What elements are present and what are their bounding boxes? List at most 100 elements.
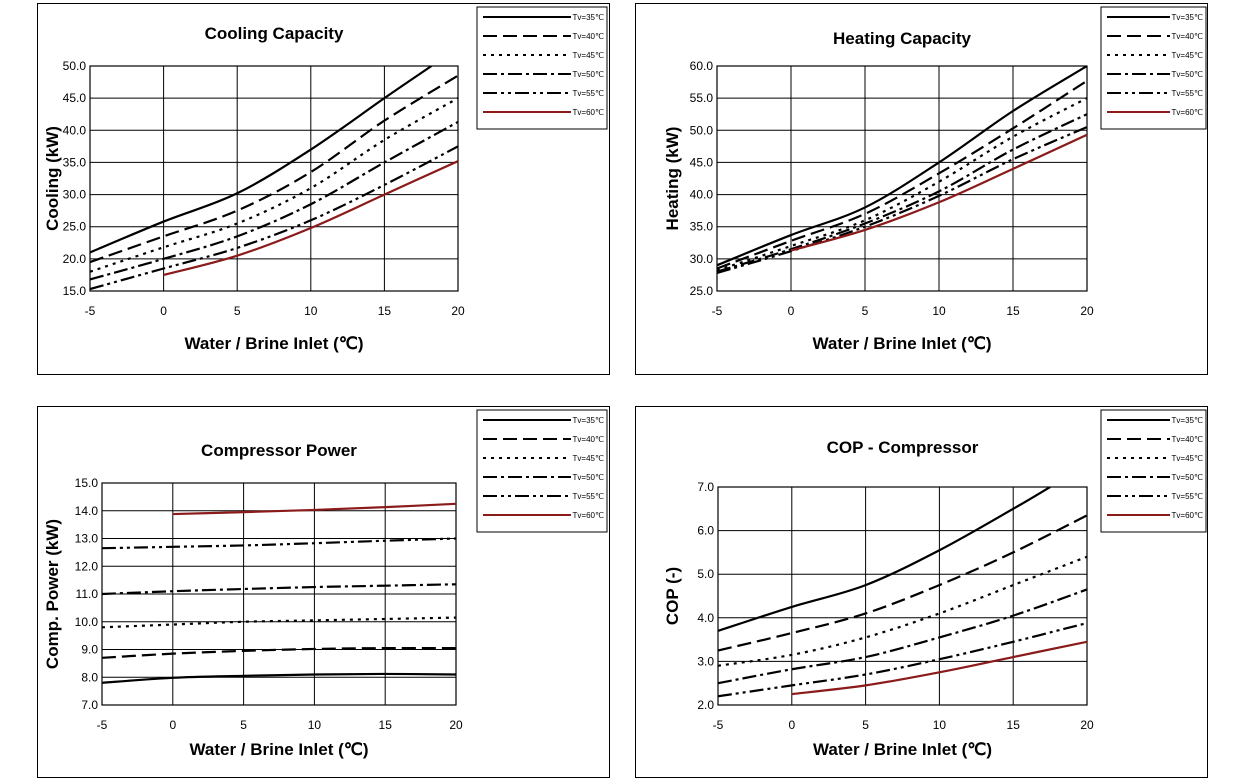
y-tick-label: 25.0 (690, 284, 714, 298)
series-line-0 (102, 672, 456, 684)
x-tick-label: 5 (240, 718, 247, 732)
y-axis-label: Heating (kW) (663, 127, 682, 231)
y-tick-label: 12.0 (75, 559, 99, 573)
series-line-3 (102, 583, 456, 596)
series-group (718, 487, 1087, 698)
series-group (717, 66, 1087, 275)
plot-frame (717, 486, 1088, 706)
series-line-4 (90, 145, 458, 291)
x-tick-label: 20 (449, 718, 463, 732)
legend-label: Tv=40℃ (1172, 435, 1203, 444)
series-line-5 (172, 502, 456, 516)
y-tick-label: 6.0 (697, 524, 714, 538)
x-tick-label: -5 (97, 718, 108, 732)
legend-label: Tv=60℃ (1172, 511, 1203, 520)
x-axis-label: Water / Brine Inlet (℃) (812, 334, 991, 353)
y-tick-label: 30.0 (63, 188, 87, 202)
gridlines (89, 65, 459, 292)
x-tick-label: 0 (788, 718, 795, 732)
series-line-1 (90, 74, 458, 264)
series-line-2 (717, 97, 1087, 272)
y-tick-label: 60.0 (690, 59, 714, 73)
x-tick-label: 15 (378, 304, 392, 318)
legend-label: Tv=40℃ (573, 435, 604, 444)
legend-label: Tv=35℃ (573, 13, 604, 22)
series-line-2 (102, 616, 456, 629)
y-tick-label: 45.0 (690, 155, 714, 169)
series-line-1 (102, 646, 456, 659)
legend-label: Tv=40℃ (573, 32, 604, 41)
y-tick-label: 10.0 (75, 615, 99, 629)
x-tick-label: 20 (451, 304, 465, 318)
legend-box (476, 6, 608, 130)
legend-label: Tv=35℃ (1172, 13, 1203, 22)
y-axis-label: Comp. Power (kW) (43, 519, 62, 669)
y-tick-label: 45.0 (63, 91, 87, 105)
y-axis-label: Cooling (kW) (43, 126, 62, 231)
legend-label: Tv=55℃ (573, 89, 604, 98)
legend-label: Tv=45℃ (1172, 454, 1203, 463)
series-line-4 (718, 621, 1087, 698)
chart-panel-heating: Heating Capacity -5 0 5 10 15 20 25.0 30.0 35.0 40… (635, 3, 1208, 375)
chart-panel-compressor-power: Compressor Power -5 0 5 10 15 20 7.0 8.0 9.0 10.0 1… (37, 406, 610, 778)
series-line-0 (717, 66, 1087, 267)
series-line-1 (717, 79, 1087, 270)
series-group (102, 502, 456, 684)
chart-svg: Heating Capacity -5 0 5 10 15 20 25.0 30.0 35.0 40… (663, 6, 1207, 353)
y-tick-label: 35.0 (690, 220, 714, 234)
gridlines (101, 482, 457, 706)
series-line-3 (90, 120, 458, 281)
series-line-4 (102, 537, 456, 550)
series-line-3 (717, 113, 1087, 273)
legend: Tv=35℃ Tv=40℃ Tv=45℃ Tv=50℃ Tv=55℃ Tv=60℃ (1100, 6, 1207, 130)
legend-label: Tv=50℃ (573, 70, 604, 79)
legend-label: Tv=55℃ (1172, 492, 1203, 501)
x-tick-label: -5 (712, 304, 723, 318)
y-tick-label: 15.0 (63, 284, 87, 298)
x-axis-label: Water / Brine Inlet (℃) (189, 740, 368, 759)
y-tick-label: 13.0 (75, 532, 99, 546)
y-tick-label: 50.0 (690, 123, 714, 137)
legend-label: Tv=60℃ (573, 511, 604, 520)
legend-label: Tv=50℃ (1172, 473, 1203, 482)
series-line-1 (718, 514, 1087, 652)
y-tick-label: 40.0 (63, 123, 87, 137)
chart-title: Cooling Capacity (205, 24, 344, 43)
series-line-0 (90, 66, 433, 254)
y-tick-label: 5.0 (697, 567, 714, 581)
legend: Tv=35℃ Tv=40℃ Tv=45℃ Tv=50℃ Tv=55℃ Tv=60℃ (476, 6, 608, 130)
y-tick-label: 25.0 (63, 220, 87, 234)
y-tick-label: 11.0 (76, 587, 99, 601)
chart-panel-cooling: Cooling Capacity -5 0 5 10 15 20 15.0 20.0 25.0 30… (37, 3, 610, 375)
series-line-5 (163, 160, 458, 276)
y-tick-label: 20.0 (63, 252, 87, 266)
legend-box (476, 409, 608, 533)
y-axis-label: COP (-) (663, 567, 682, 625)
x-tick-label: 15 (1007, 718, 1021, 732)
x-tick-label: 10 (304, 304, 318, 318)
y-tick-label: 30.0 (690, 252, 714, 266)
x-axis-label: Water / Brine Inlet (℃) (184, 334, 363, 353)
y-tick-label: 4.0 (697, 611, 714, 625)
chart-title: Heating Capacity (833, 29, 971, 48)
legend-label: Tv=50℃ (573, 473, 604, 482)
x-tick-label: 10 (933, 718, 947, 732)
x-tick-label: 5 (234, 304, 241, 318)
x-axis-label: Water / Brine Inlet (℃) (813, 740, 992, 759)
x-tick-label: 0 (788, 304, 795, 318)
legend-label: Tv=55℃ (1172, 89, 1203, 98)
legend-label: Tv=60℃ (1172, 108, 1203, 117)
legend-label: Tv=45℃ (573, 454, 604, 463)
legend-label: Tv=60℃ (573, 108, 604, 117)
x-tick-label: 20 (1080, 304, 1094, 318)
chart-svg: Cooling Capacity -5 0 5 10 15 20 15.0 20.0 25.0 30… (43, 6, 608, 353)
x-tick-label: 15 (379, 718, 393, 732)
plot-frame (89, 65, 459, 292)
legend: Tv=35℃ Tv=40℃ Tv=45℃ Tv=50℃ Tv=55℃ Tv=60℃ (1100, 409, 1207, 533)
y-tick-label: 2.0 (697, 698, 714, 712)
x-tick-label: 0 (169, 718, 176, 732)
y-tick-label: 3.0 (697, 654, 714, 668)
x-tick-label: 10 (932, 304, 946, 318)
y-tick-label: 50.0 (63, 59, 87, 73)
chart-title: COP - Compressor (827, 438, 979, 457)
